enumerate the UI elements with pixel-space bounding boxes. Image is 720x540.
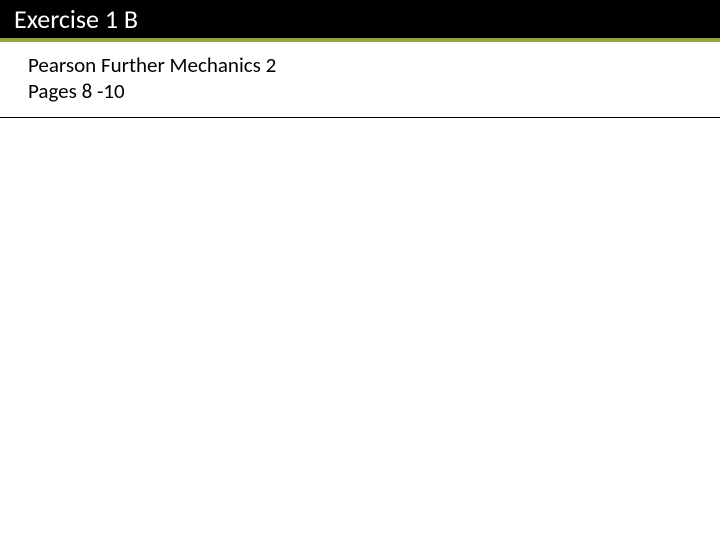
header-title: Exercise 1 B (14, 3, 138, 35)
content-line-1: Pearson Further Mechanics 2 (28, 52, 720, 78)
header-bar: Exercise 1 B (0, 0, 720, 38)
content-line-2: Pages 8 -10 (28, 78, 720, 104)
divider-line (0, 117, 720, 118)
content-block: Pearson Further Mechanics 2 Pages 8 -10 (0, 42, 720, 117)
